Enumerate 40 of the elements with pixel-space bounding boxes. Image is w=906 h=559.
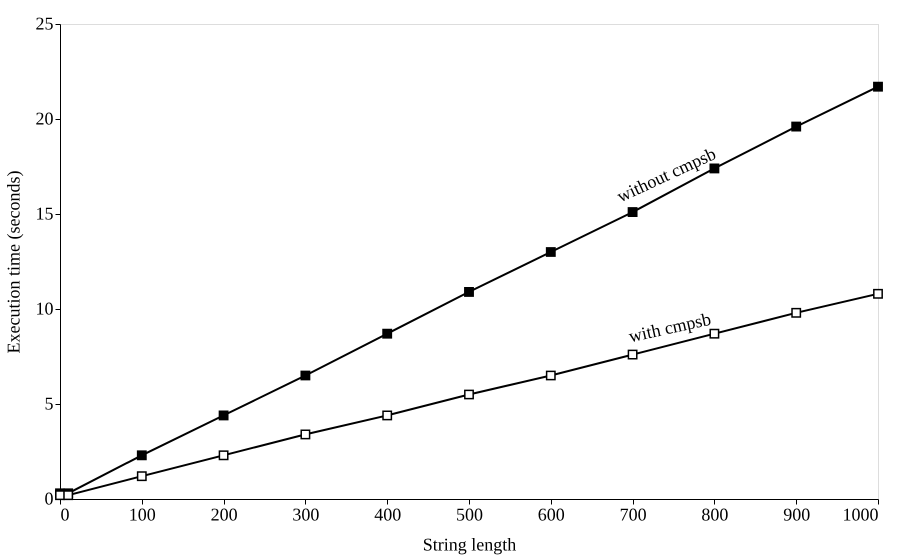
point [300, 429, 310, 440]
point [791, 122, 802, 132]
point [628, 350, 638, 360]
x-tick-label: 500 [456, 504, 483, 524]
y-tick-label: 15 [36, 204, 54, 224]
x-axis-title: String length [422, 534, 516, 554]
point [464, 390, 474, 400]
point [791, 308, 802, 318]
text: with cmpsb [626, 308, 713, 346]
y-axis-title: Execution time (seconds) [4, 170, 24, 354]
x-tick-label: 600 [538, 504, 565, 524]
x-tick-label: 0 [60, 504, 70, 524]
point [136, 471, 147, 482]
point [546, 370, 556, 380]
point [300, 370, 310, 380]
x-tick-label: 300 [292, 504, 320, 524]
point [382, 328, 392, 339]
y-tick-label: 0 [44, 488, 54, 508]
point [546, 247, 556, 257]
point [136, 450, 147, 460]
text: without cmpsb [614, 143, 719, 206]
point [464, 286, 474, 297]
x-tick-label: 100 [128, 504, 156, 524]
y-tick-label: 25 [36, 14, 54, 34]
y-tick-label: 5 [44, 394, 54, 414]
x-tick-label: 200 [210, 504, 238, 524]
x-tick-label: 900 [783, 504, 810, 524]
y-tick-label: 20 [36, 108, 54, 128]
y-tick-label: 10 [36, 298, 54, 318]
x-tick-label: 1000 [842, 504, 878, 524]
point [873, 82, 883, 92]
point [628, 207, 638, 218]
point [709, 328, 720, 339]
x-tick-label: 800 [701, 504, 728, 524]
x-tick-label: 400 [374, 504, 402, 524]
point [382, 410, 392, 420]
point [218, 450, 229, 460]
point [873, 288, 883, 299]
x-tick-label: 700 [620, 504, 647, 524]
point [218, 410, 229, 420]
